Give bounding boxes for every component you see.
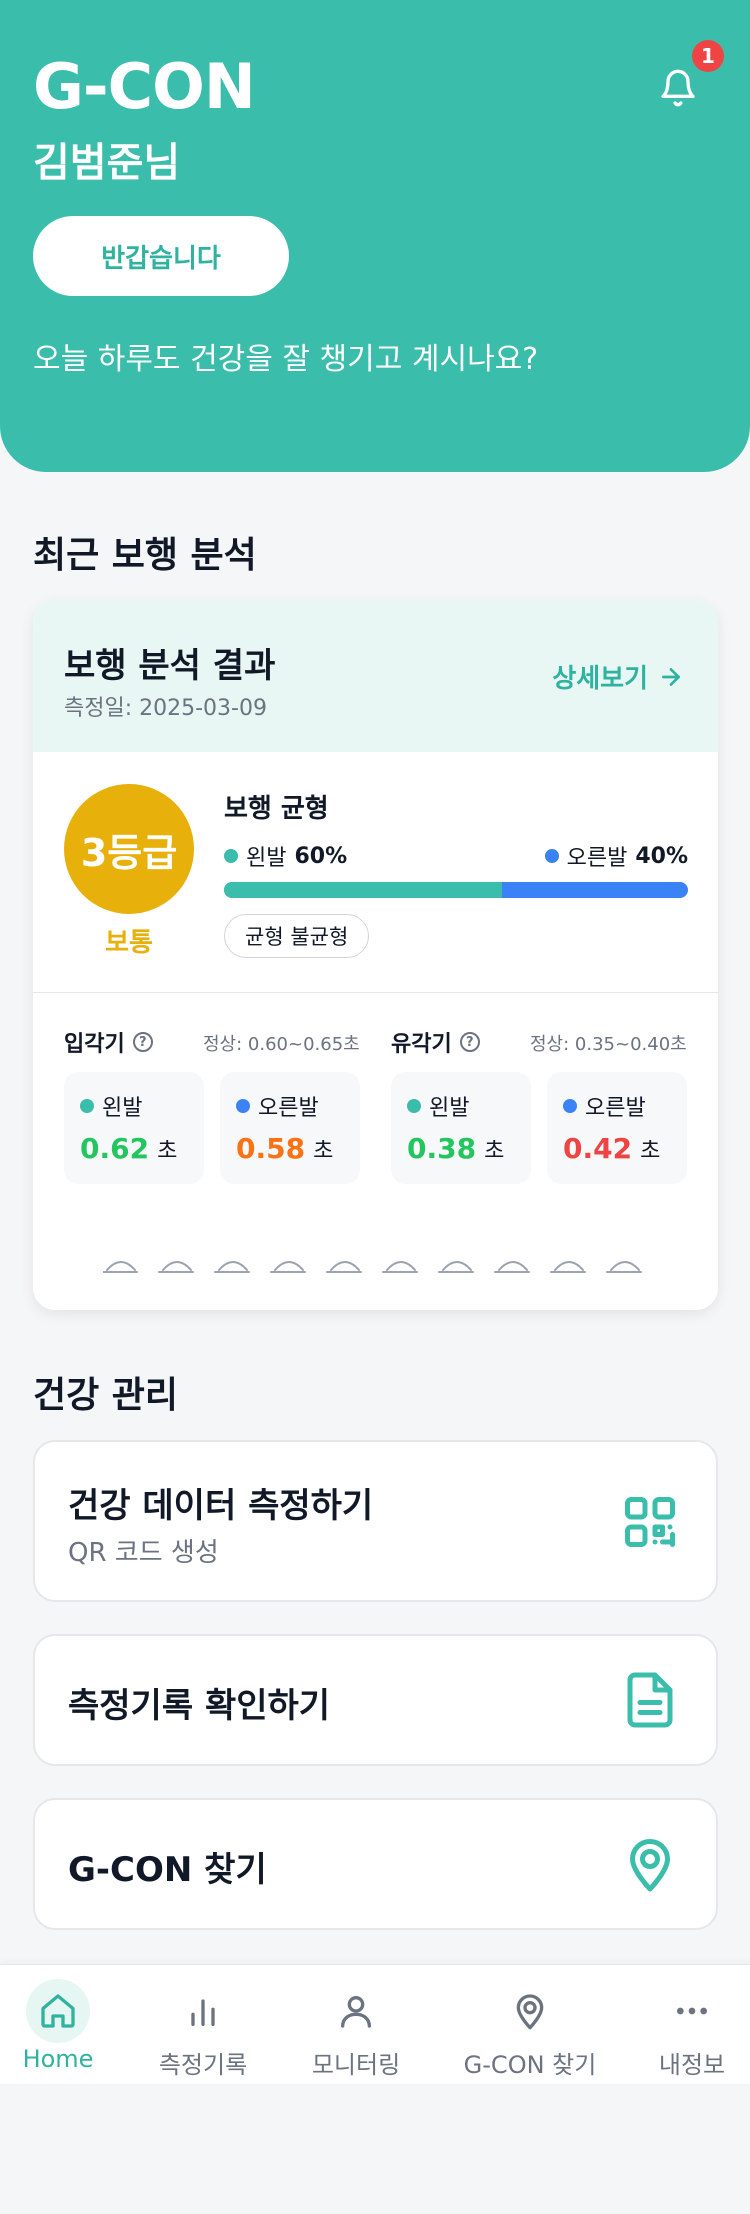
- user-icon: [324, 1979, 388, 2043]
- welcome-header: G-CON 김범준님 반갑습니다 오늘 하루도 건강을 잘 챙기고 계시나요? …: [0, 0, 750, 472]
- swing-normal-range: 정상: 0.35~0.40초: [530, 1034, 687, 1055]
- right-foot-percent: 40%: [635, 843, 688, 869]
- stance-phase-title: 입각기 ?: [64, 1026, 153, 1058]
- swing-left-card: 왼발 0.38 초: [391, 1072, 531, 1184]
- balance-title: 보행 균형: [224, 794, 329, 824]
- find-gcon-title: G-CON 찾기: [68, 1850, 267, 1890]
- bottom-navigation: Home 측정기록 모니터링 G-CON 찾기: [0, 1964, 750, 2084]
- blue-dot-icon: [563, 1099, 577, 1113]
- stance-left-card: 왼발 0.62 초: [64, 1072, 204, 1184]
- swing-left-value-row: 0.38 초: [407, 1132, 504, 1165]
- map-pin-icon: [498, 1979, 562, 2043]
- stance-right-card: 오른발 0.58 초: [220, 1072, 360, 1184]
- stance-right-label: 오른발: [258, 1096, 319, 1121]
- balance-bar: [224, 882, 688, 898]
- find-gcon-card[interactable]: G-CON 찾기: [33, 1798, 718, 1930]
- greeting-button[interactable]: 반갑습니다: [33, 216, 289, 296]
- swing-phase-label: 유각기: [391, 1032, 452, 1057]
- swing-right-value-row: 0.42 초: [563, 1132, 660, 1165]
- stance-right-value-row: 0.58 초: [236, 1132, 333, 1165]
- left-foot-label: 왼발: [246, 846, 287, 871]
- stance-left-legend: 왼발: [80, 1090, 142, 1122]
- greeting-message: 오늘 하루도 건강을 잘 챙기고 계시나요?: [33, 342, 539, 377]
- swing-left-value: 0.38: [407, 1132, 477, 1165]
- footprint-icons: [103, 1261, 642, 1273]
- teal-dot-icon: [80, 1099, 94, 1113]
- swing-left-label: 왼발: [429, 1096, 470, 1121]
- view-records-title: 측정기록 확인하기: [68, 1686, 331, 1726]
- balance-status-chip: 균형 불균형: [224, 914, 370, 958]
- nav-home-label: Home: [22, 2045, 94, 2073]
- home-icon: [26, 1979, 90, 2043]
- measure-health-data-card[interactable]: 건강 데이터 측정하기 QR 코드 생성: [33, 1440, 718, 1602]
- stance-normal-range: 정상: 0.60~0.65초: [203, 1034, 360, 1055]
- qr-code-icon: [625, 1497, 675, 1547]
- measure-health-data-title: 건강 데이터 측정하기: [68, 1486, 374, 1526]
- gait-card-header: 보행 분석 결과 측정일: 2025-03-09 상세보기: [33, 600, 718, 752]
- swing-right-value: 0.42: [563, 1132, 633, 1165]
- balance-bar-left-fill: [224, 882, 503, 898]
- stance-left-value: 0.62: [80, 1132, 150, 1165]
- section-title-recent-gait: 최근 보행 분석: [33, 535, 257, 576]
- stance-left-label: 왼발: [102, 1096, 143, 1121]
- help-icon[interactable]: ?: [459, 1032, 480, 1052]
- map-pin-icon: [630, 1839, 670, 1892]
- divider: [33, 992, 718, 993]
- stance-right-unit: 초: [313, 1139, 334, 1164]
- swing-right-label: 오른발: [585, 1096, 646, 1121]
- section-title-health: 건강 관리: [33, 1375, 179, 1416]
- nav-records-label: 측정기록: [158, 2051, 248, 2079]
- nav-monitoring[interactable]: 모니터링: [298, 1965, 414, 2085]
- swing-right-unit: 초: [640, 1139, 661, 1164]
- swing-phase-title: 유각기 ?: [391, 1026, 480, 1058]
- notification-badge: 1: [692, 40, 724, 72]
- measurement-date: 측정일: 2025-03-09: [64, 696, 267, 721]
- nav-my-info-label: 내정보: [658, 2051, 726, 2079]
- arrow-right-icon: [662, 667, 680, 686]
- document-icon: [627, 1672, 673, 1728]
- detail-link-label: 상세보기: [552, 664, 648, 694]
- swing-left-legend: 왼발: [407, 1090, 469, 1122]
- nav-home[interactable]: Home: [0, 1965, 116, 2085]
- help-icon[interactable]: ?: [132, 1032, 153, 1052]
- nav-find-gcon-label: G-CON 찾기: [463, 2051, 597, 2079]
- stance-left-value-row: 0.62 초: [80, 1132, 177, 1165]
- teal-dot-icon: [407, 1099, 421, 1113]
- right-foot-label: 오른발: [566, 846, 628, 871]
- detail-link[interactable]: 상세보기: [552, 658, 684, 695]
- gait-card-title: 보행 분석 결과: [64, 646, 276, 686]
- qr-code-subtitle: QR 코드 생성: [68, 1538, 219, 1568]
- bar-chart-icon: [171, 1979, 235, 2043]
- brand-title: G-CON: [33, 50, 256, 123]
- more-icon: [660, 1979, 724, 2043]
- swing-right-card: 오른발 0.42 초: [547, 1072, 687, 1184]
- bell-icon[interactable]: [658, 66, 698, 110]
- swing-left-unit: 초: [484, 1139, 505, 1164]
- user-name: 김범준님: [33, 140, 181, 186]
- grade-badge: 3등급: [64, 784, 194, 914]
- nav-my-info[interactable]: 내정보: [634, 1965, 750, 2085]
- blue-dot-icon: [236, 1099, 250, 1113]
- swing-right-legend: 오른발: [563, 1090, 646, 1122]
- left-foot-percent: 60%: [294, 843, 348, 869]
- stance-phase-label: 입각기: [64, 1032, 125, 1057]
- grade-label: 보통: [105, 928, 153, 958]
- stance-left-unit: 초: [157, 1139, 178, 1164]
- right-foot-legend: 오른발 40%: [544, 840, 688, 872]
- stance-right-legend: 오른발: [236, 1090, 319, 1122]
- view-records-card[interactable]: 측정기록 확인하기: [33, 1634, 718, 1766]
- balance-legend: 왼발 60% 오른발 40%: [224, 840, 688, 872]
- blue-dot-icon: [544, 849, 559, 863]
- left-foot-legend: 왼발 60%: [224, 840, 347, 872]
- nav-monitoring-label: 모니터링: [311, 2051, 401, 2079]
- nav-find-gcon[interactable]: G-CON 찾기: [450, 1965, 610, 2085]
- stance-right-value: 0.58: [236, 1132, 306, 1165]
- nav-records[interactable]: 측정기록: [145, 1965, 261, 2085]
- gait-analysis-card: 보행 분석 결과 측정일: 2025-03-09 상세보기 3등급 보통 보행 …: [33, 600, 718, 1310]
- teal-dot-icon: [224, 849, 238, 863]
